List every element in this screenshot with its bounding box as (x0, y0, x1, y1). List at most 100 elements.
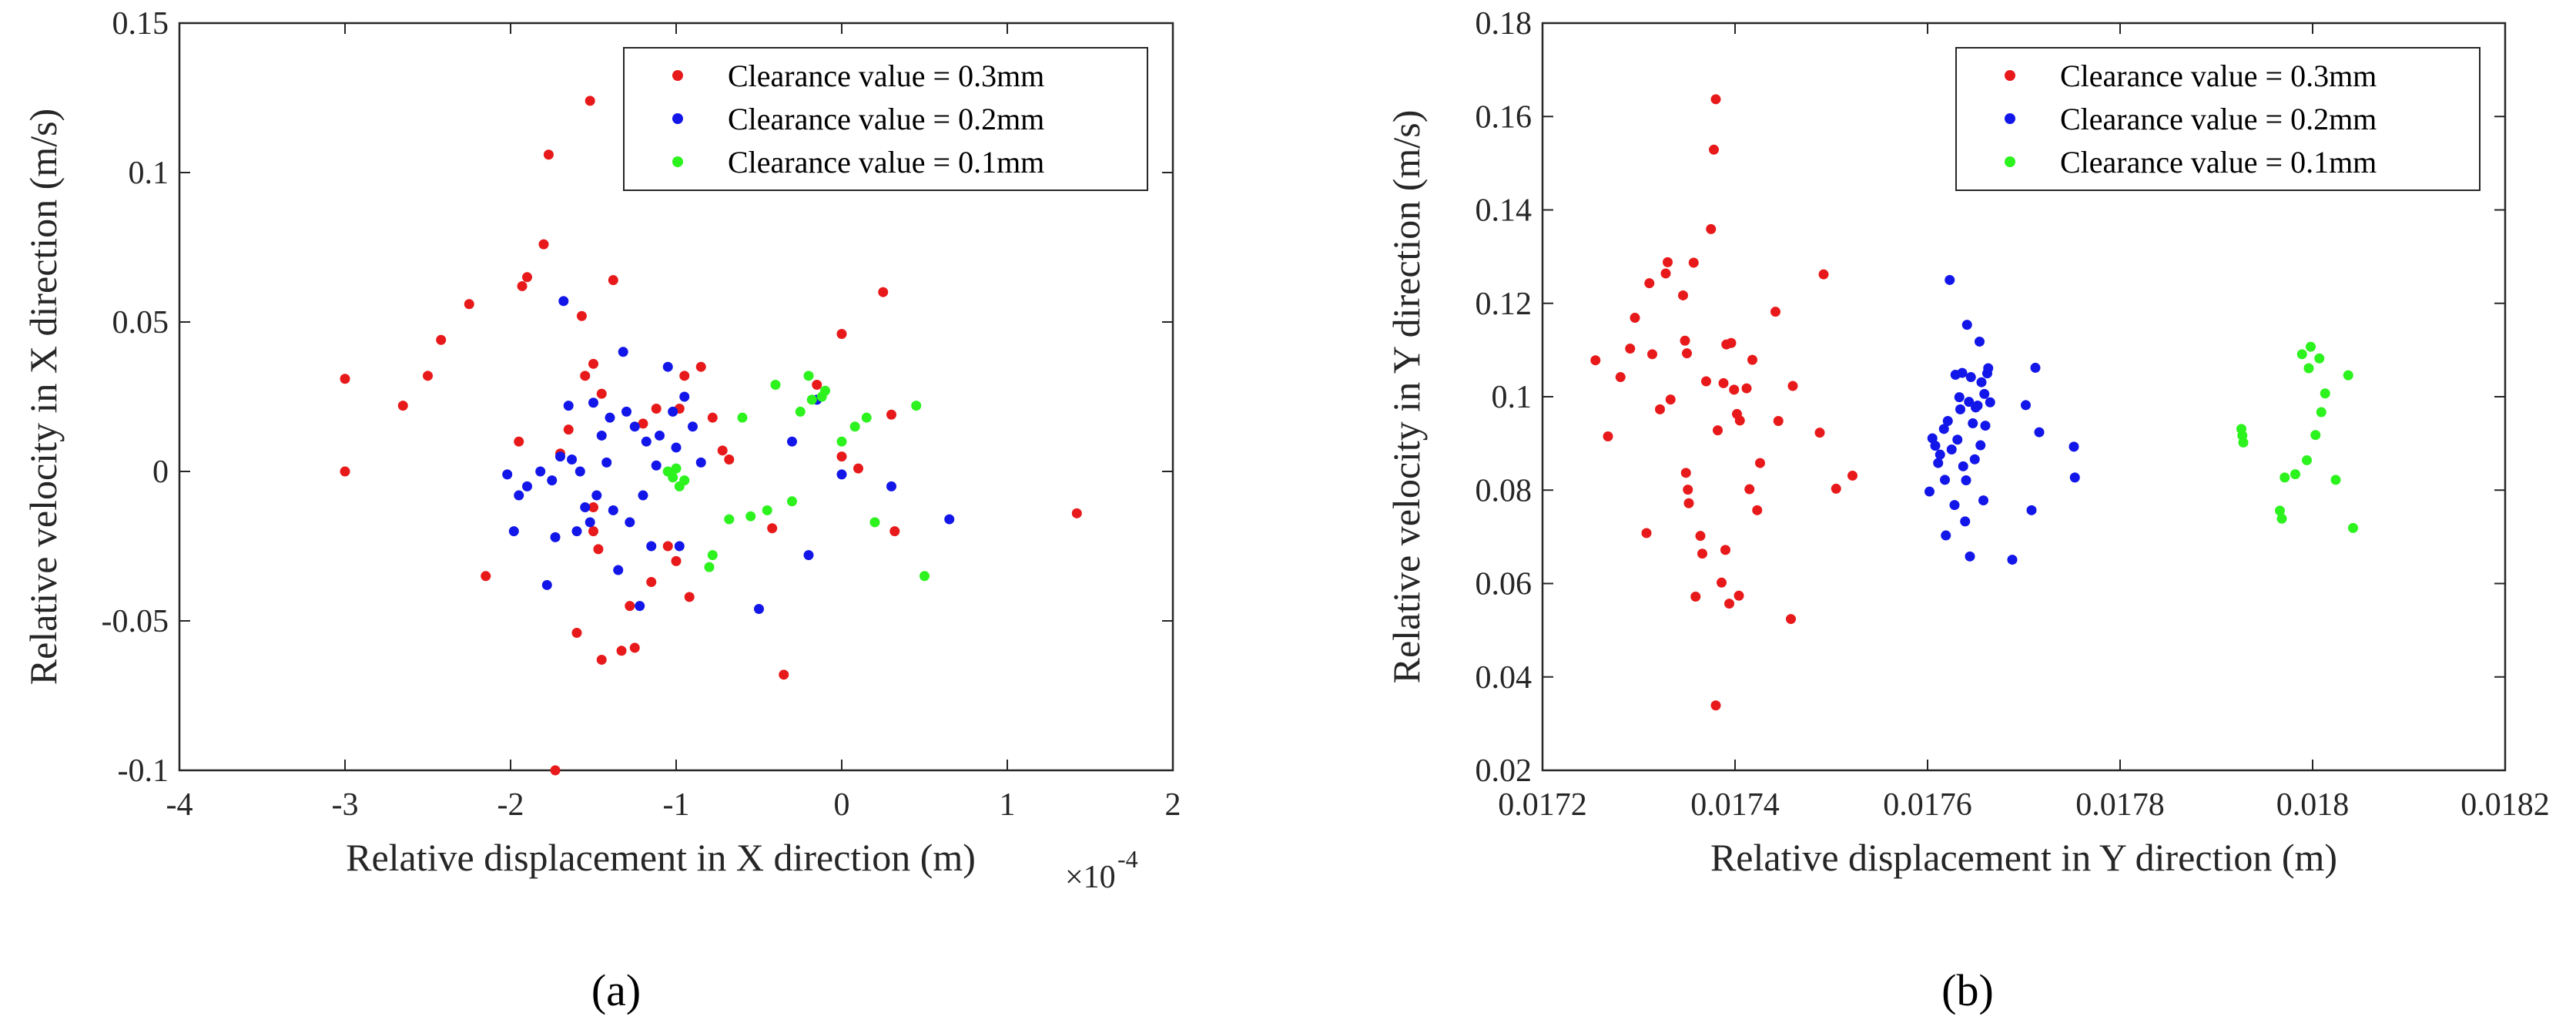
legend-box (1955, 47, 2481, 191)
data-point (1683, 485, 1693, 495)
data-point (1847, 470, 1857, 481)
data-point (618, 347, 628, 357)
data-point (605, 412, 615, 423)
data-point (588, 526, 598, 537)
data-point (625, 601, 635, 612)
data-point (2007, 555, 2018, 565)
data-point (1773, 416, 1784, 427)
data-point (1641, 528, 1652, 538)
data-point (853, 463, 863, 474)
x-tick-label: 0.0182 (2460, 787, 2550, 823)
data-point (1968, 418, 1978, 429)
data-point (1978, 495, 1988, 506)
data-point (803, 550, 814, 561)
y-axis-label: Relative velocity in Y direction (m/s) (1385, 110, 1428, 684)
data-point (655, 430, 665, 441)
data-point (555, 451, 565, 462)
data-point (629, 421, 640, 432)
data-point (920, 571, 930, 582)
data-point (886, 481, 896, 491)
data-point (745, 511, 756, 522)
data-point (1724, 599, 1734, 609)
data-point (1630, 313, 1640, 324)
data-point (812, 379, 822, 390)
data-point (576, 310, 587, 321)
data-point (1949, 500, 1960, 511)
data-point (2306, 341, 2316, 352)
series-3 (662, 371, 930, 582)
data-point (340, 466, 350, 477)
data-point (1983, 363, 1994, 374)
data-point (2021, 400, 2031, 411)
data-point (541, 579, 552, 590)
data-point (1717, 577, 1727, 588)
legend-marker (672, 70, 683, 81)
y-tick-label: 0.02 (1476, 753, 1533, 789)
data-point (679, 475, 690, 486)
panel-label: (a) (591, 965, 641, 1015)
data-point (1701, 376, 1711, 387)
data-point (717, 445, 728, 456)
data-point (550, 765, 561, 776)
data-point (1734, 590, 1744, 601)
x-tick-label: 0.0176 (1883, 787, 1972, 823)
legend-entry: Clearance value = 0.1mm (2060, 145, 2377, 179)
data-point (1590, 355, 1601, 366)
data-point (638, 418, 648, 429)
x-axis-label: Relative displacement in X direction (m) (346, 836, 976, 879)
data-point (2348, 522, 2358, 533)
legend-entry: Clearance value = 0.1mm (728, 145, 1044, 179)
y-tick-label: 0.05 (112, 305, 169, 340)
data-point (1071, 508, 1082, 518)
data-point (1965, 372, 1976, 383)
data-point (944, 514, 955, 525)
series-1 (340, 96, 1082, 776)
data-point (1969, 454, 1980, 465)
legend-entry: Clearance value = 0.3mm (2060, 59, 2377, 93)
data-point (737, 412, 748, 423)
data-point (1710, 94, 1721, 105)
data-point (1625, 344, 1636, 354)
data-point (1688, 257, 1699, 268)
data-point (1952, 434, 1963, 445)
data-point (2316, 407, 2326, 418)
x-tick-label: 0.0174 (1690, 787, 1780, 823)
x-axis-exponent: ×10 (1065, 860, 1116, 895)
data-point (803, 371, 814, 381)
data-point (1938, 424, 1949, 434)
data-point (1755, 458, 1765, 468)
data-point (1615, 372, 1626, 383)
data-point (646, 577, 657, 588)
data-point (574, 466, 585, 477)
data-point (1747, 354, 1757, 365)
data-point (621, 406, 631, 417)
data-point (674, 541, 685, 552)
x-tick-label: 0.0172 (1498, 787, 1587, 823)
x-tick-label: 0.018 (2276, 787, 2350, 823)
data-point (878, 287, 889, 297)
data-point (580, 502, 591, 513)
data-point (770, 379, 781, 390)
y-tick-label: 0.08 (1476, 473, 1533, 508)
data-point (1683, 498, 1694, 508)
data-point (2069, 441, 2079, 452)
data-point (2303, 363, 2314, 374)
data-point (1729, 384, 1740, 395)
x-tick-label: -3 (332, 787, 359, 823)
data-point (679, 391, 690, 402)
data-point (625, 517, 635, 528)
legend-entry: Clearance value = 0.2mm (2060, 102, 2377, 136)
data-point (464, 299, 474, 310)
data-point (1958, 461, 1968, 471)
data-point (585, 96, 595, 106)
data-point (1961, 320, 1972, 330)
data-point (1935, 449, 1945, 460)
data-point (679, 371, 690, 381)
data-point (601, 457, 612, 468)
y-tick-label: 0.06 (1476, 567, 1533, 602)
data-point (1786, 614, 1796, 625)
data-point (2343, 370, 2353, 381)
legend-marker (672, 113, 683, 124)
data-point (2314, 353, 2325, 364)
data-point (571, 526, 582, 537)
